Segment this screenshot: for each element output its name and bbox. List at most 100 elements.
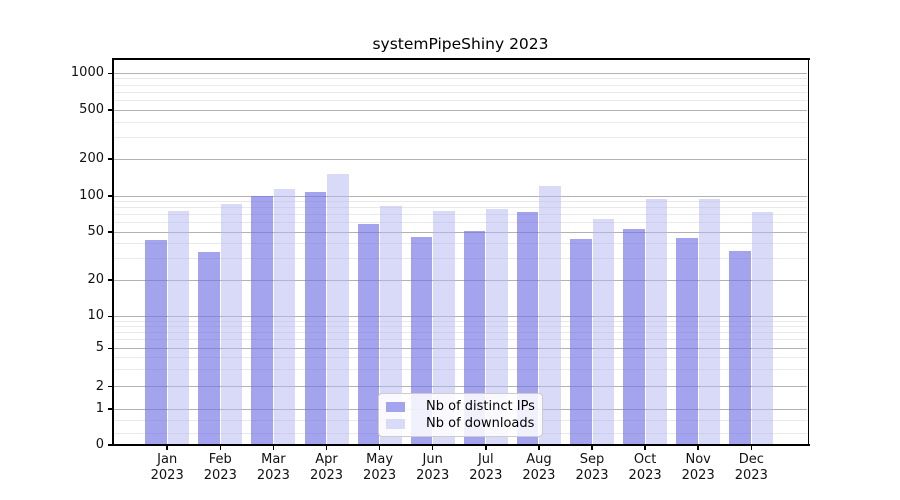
y-axis-tick xyxy=(108,72,113,75)
x-axis-tick-label-line: Jan xyxy=(157,452,178,467)
x-axis-tick-label: Oct 2023 xyxy=(614,452,676,484)
bar-downloads xyxy=(273,188,296,445)
y-axis-tick xyxy=(108,195,113,197)
y-axis-tick-label: 0 xyxy=(95,437,104,452)
x-axis-tick-label-line: 2023 xyxy=(309,468,344,483)
y-axis-tick-label: 50 xyxy=(87,224,104,240)
x-axis-tick xyxy=(378,445,381,450)
bar-downloads xyxy=(327,173,349,445)
y-axis-tick xyxy=(108,347,113,350)
grid-line-minor xyxy=(114,332,807,334)
grid-line-major xyxy=(114,72,807,74)
y-axis-tick-label: 100 xyxy=(79,188,104,203)
x-axis-tick xyxy=(219,445,222,450)
x-axis-tick-label: Apr 2023 xyxy=(296,452,358,484)
grid-line-major xyxy=(114,195,807,197)
x-axis-tick-label-line: 2023 xyxy=(256,468,290,483)
x-axis-tick xyxy=(538,445,540,450)
legend-swatch-downloads xyxy=(386,418,405,429)
grid-line-minor xyxy=(114,84,807,86)
legend: Nb of distinct IPs Nb of downloads xyxy=(378,393,543,437)
grid-line-minor xyxy=(114,100,807,102)
x-axis-tick-label-line: May xyxy=(366,452,394,467)
x-axis-tick-label: Jul 2023 xyxy=(455,452,517,484)
bar-downloads xyxy=(592,219,614,445)
y-axis-tick xyxy=(108,231,113,233)
grid-line-minor xyxy=(114,78,807,80)
grid-line-major xyxy=(114,231,807,233)
y-axis-tick-label: 2 xyxy=(95,378,104,394)
y-axis-tick xyxy=(108,315,113,318)
x-axis-tick xyxy=(431,445,434,450)
x-axis-tick-label-line: Apr xyxy=(315,452,338,467)
chart-title: systemPipeShiny 2023 xyxy=(372,35,549,53)
grid-line-minor xyxy=(114,201,807,202)
x-axis-tick-label: Mar 2023 xyxy=(242,452,304,484)
bar-distinct-ips xyxy=(145,240,167,445)
bar-distinct-ips xyxy=(198,252,220,445)
grid-line-minor xyxy=(114,243,807,245)
bar-distinct-ips xyxy=(676,237,698,445)
bar-distinct-ips xyxy=(251,196,273,445)
y-axis-tick xyxy=(108,109,113,111)
grid-line-major xyxy=(114,158,807,160)
grid-line-major xyxy=(114,109,807,111)
x-axis-tick-label-line: 2023 xyxy=(628,468,662,483)
x-axis-tick-label: Jan 2023 xyxy=(136,452,198,484)
x-axis-tick-label: Nov 2023 xyxy=(667,452,729,484)
y-axis-tick-label: 10 xyxy=(87,308,104,324)
x-axis-tick-label-line: Jul xyxy=(477,452,494,467)
x-axis-tick-label-line: Mar xyxy=(261,452,286,467)
plot-border-bottom xyxy=(113,444,810,447)
bar-distinct-ips xyxy=(304,192,326,445)
y-axis-tick xyxy=(108,408,113,410)
x-axis-tick xyxy=(591,445,593,450)
x-axis-tick-label-line: 2023 xyxy=(734,468,768,483)
x-axis-tick-label: Dec 2023 xyxy=(720,452,782,484)
y-axis-tick-label: 200 xyxy=(79,151,104,167)
y-axis-tick xyxy=(108,158,113,160)
x-axis-tick xyxy=(325,445,328,450)
x-axis-tick-label: Jun 2023 xyxy=(402,452,464,484)
plot-border-top xyxy=(113,58,810,60)
x-axis-tick-label-line: Jun xyxy=(422,452,443,467)
x-axis-tick xyxy=(272,445,275,450)
bar-distinct-ips xyxy=(410,236,433,445)
x-axis-tick-label-line: Aug xyxy=(526,452,552,467)
x-axis-tick-label: Aug 2023 xyxy=(508,452,570,484)
y-axis-tick-label: 1 xyxy=(95,401,104,416)
bar-downloads xyxy=(698,198,721,445)
x-axis-tick-label-line: 2023 xyxy=(203,468,237,483)
bar-distinct-ips xyxy=(570,238,592,445)
grid-line-minor xyxy=(114,136,807,138)
x-axis-tick-label-line: 2023 xyxy=(416,468,450,483)
x-axis-tick-label-line: 2023 xyxy=(681,468,715,483)
bar-downloads xyxy=(751,211,774,445)
grid-line-minor xyxy=(114,339,807,341)
bar-downloads xyxy=(380,205,402,445)
x-axis-tick-label: May 2023 xyxy=(349,452,411,484)
x-axis-tick-label-line: 2023 xyxy=(575,468,609,483)
grid-line-minor xyxy=(114,258,807,260)
grid-line-minor xyxy=(114,357,807,359)
grid-line-minor xyxy=(114,369,807,371)
grid-line-minor xyxy=(114,91,807,93)
grid-line-minor xyxy=(114,320,807,322)
y-axis-tick-label: 1000 xyxy=(70,65,104,81)
y-axis-tick-label: 500 xyxy=(79,102,104,118)
bar-distinct-ips xyxy=(463,231,486,445)
bar-downloads xyxy=(486,208,508,445)
grid-line-major xyxy=(114,315,807,317)
bar-distinct-ips xyxy=(729,250,751,445)
legend-item-downloads: Nb of downloads xyxy=(379,415,542,432)
bar-downloads xyxy=(220,204,243,445)
grid-line-major xyxy=(114,386,807,388)
x-axis-tick xyxy=(166,445,168,450)
grid-line-minor xyxy=(114,326,807,328)
x-axis-tick-label-line: Oct xyxy=(633,452,657,467)
bar-distinct-ips xyxy=(516,211,539,445)
x-axis-tick-label-line: 2023 xyxy=(363,468,397,483)
bar-downloads xyxy=(645,198,668,445)
x-axis-tick-label-line: 2023 xyxy=(522,468,556,483)
